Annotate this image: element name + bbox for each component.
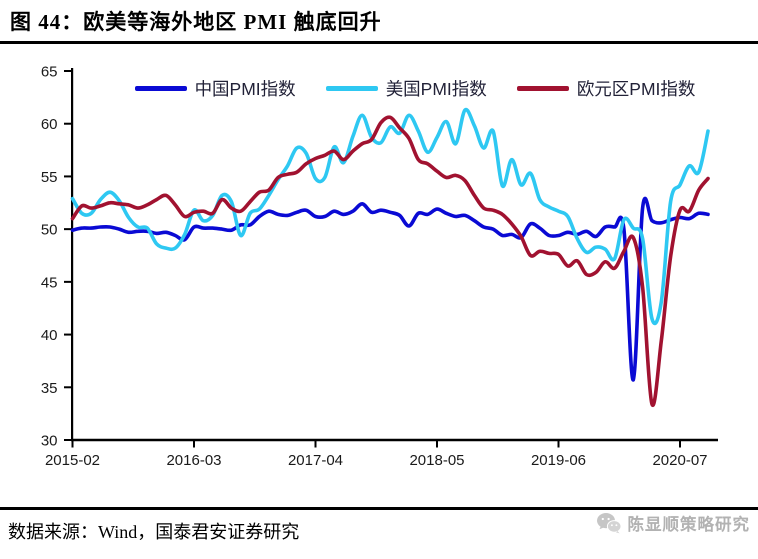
x-tick-label: 2020-07 — [652, 452, 707, 469]
wechat-icon — [596, 513, 622, 534]
legend-item: 中国PMI指数 — [134, 76, 296, 101]
series-line — [70, 115, 710, 408]
legend-label: 欧元区PMI指数 — [576, 79, 696, 99]
series-line — [70, 107, 710, 326]
y-tick-label: 50 — [41, 222, 58, 239]
legend-label: 美国PMI指数 — [385, 79, 487, 99]
watermark: 陈显顺策略研究 — [596, 511, 751, 535]
legend-swatch — [325, 86, 378, 91]
legend-item: 欧元区PMI指数 — [516, 76, 696, 101]
footer-divider — [0, 507, 758, 510]
y-tick-label: 55 — [41, 169, 58, 186]
x-tick-label: 2017-04 — [288, 452, 343, 469]
data-source: 数据来源：Wind，国泰君安证券研究 — [8, 522, 300, 542]
legend-swatch — [134, 86, 187, 91]
y-tick-label: 60 — [41, 116, 58, 133]
figure-title: 图 44：欧美等海外地区 PMI 触底回升 — [10, 10, 382, 34]
x-tick-label: 2016-03 — [166, 452, 221, 469]
watermark-label: 陈显顺策略研究 — [627, 516, 750, 534]
legend-item: 美国PMI指数 — [325, 76, 487, 101]
x-tick-label: 2015-02 — [45, 452, 100, 469]
x-tick-label: 2018-05 — [409, 452, 464, 469]
series-line — [70, 196, 710, 382]
title-divider — [0, 41, 758, 44]
legend-swatch — [516, 86, 569, 91]
y-tick-label: 45 — [41, 274, 58, 291]
y-tick-label: 65 — [41, 64, 58, 81]
y-tick-label: 40 — [41, 327, 58, 344]
chart-legend: 中国PMI指数 美国PMI指数 欧元区PMI指数 — [72, 76, 758, 101]
legend-label: 中国PMI指数 — [194, 79, 296, 99]
y-tick-label: 30 — [41, 433, 58, 450]
x-tick-label: 2019-06 — [531, 452, 586, 469]
y-tick-label: 35 — [41, 380, 58, 397]
